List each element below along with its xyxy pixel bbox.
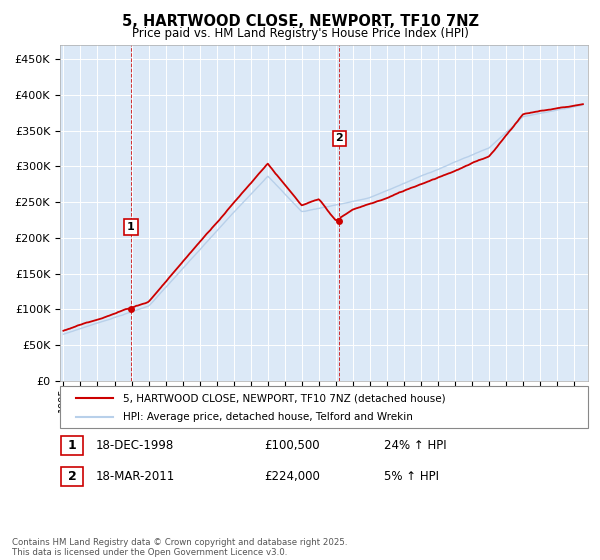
Text: 2: 2 [68,470,76,483]
Text: 1: 1 [68,439,76,452]
Text: HPI: Average price, detached house, Telford and Wrekin: HPI: Average price, detached house, Telf… [124,412,413,422]
Text: 18-MAR-2011: 18-MAR-2011 [96,470,175,483]
Text: £100,500: £100,500 [264,439,320,452]
Text: 24% ↑ HPI: 24% ↑ HPI [384,439,446,452]
Text: 2: 2 [335,133,343,143]
FancyBboxPatch shape [60,386,588,428]
FancyBboxPatch shape [61,467,83,486]
Text: £224,000: £224,000 [264,470,320,483]
Text: 5, HARTWOOD CLOSE, NEWPORT, TF10 7NZ: 5, HARTWOOD CLOSE, NEWPORT, TF10 7NZ [121,14,479,29]
FancyBboxPatch shape [61,436,83,455]
Text: 5, HARTWOOD CLOSE, NEWPORT, TF10 7NZ (detached house): 5, HARTWOOD CLOSE, NEWPORT, TF10 7NZ (de… [124,393,446,403]
Text: Contains HM Land Registry data © Crown copyright and database right 2025.
This d: Contains HM Land Registry data © Crown c… [12,538,347,557]
Text: 1: 1 [127,222,135,232]
Text: 5% ↑ HPI: 5% ↑ HPI [384,470,439,483]
Text: 18-DEC-1998: 18-DEC-1998 [96,439,174,452]
Text: Price paid vs. HM Land Registry's House Price Index (HPI): Price paid vs. HM Land Registry's House … [131,27,469,40]
